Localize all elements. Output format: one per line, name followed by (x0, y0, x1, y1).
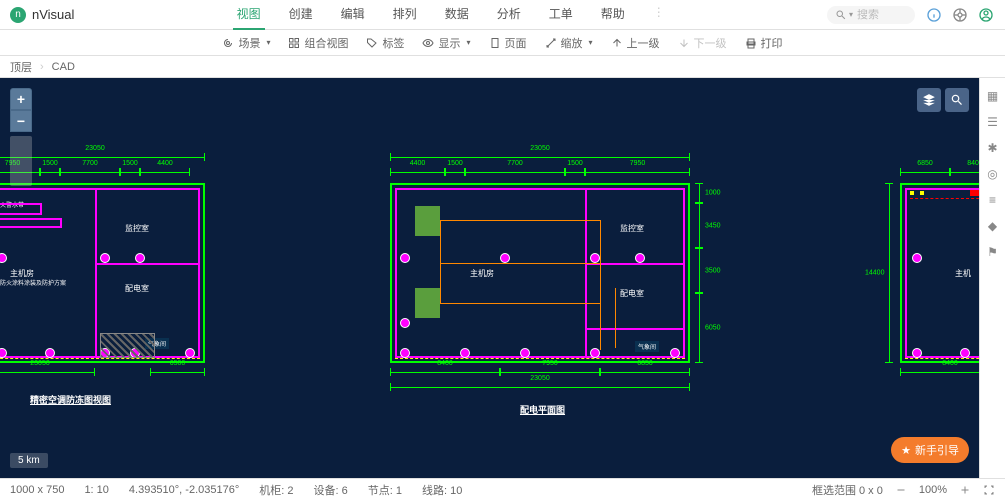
status-coords: 4.393510°, -2.035176° (129, 484, 239, 496)
tab-view[interactable]: 视图 (233, 0, 265, 30)
tool-composite[interactable]: 组合视图 (288, 35, 348, 51)
rail-list-icon[interactable]: ☰ (985, 114, 1001, 130)
tab-analyze[interactable]: 分析 (493, 0, 525, 30)
tool-tag[interactable]: 标签 (366, 35, 404, 51)
tool-page[interactable]: 页面 (489, 35, 527, 51)
tab-data[interactable]: 数据 (441, 0, 473, 30)
search-icon (835, 9, 847, 21)
zoom-out-button[interactable]: − (10, 110, 32, 132)
status-ratio: 1: 10 (84, 484, 108, 496)
scale-bar: 5 km (10, 453, 48, 468)
tool-display[interactable]: 显示▾ (422, 35, 470, 51)
breadcrumb-sep: › (40, 61, 44, 73)
tab-workorder[interactable]: 工单 (545, 0, 577, 30)
canvas[interactable]: + − 23050 7950 1500 7700 1500 4400 主机房 防… (0, 78, 979, 478)
logo-icon: n (10, 7, 26, 23)
star-icon: ★ (901, 444, 911, 457)
floor-plan-1: 23050 7950 1500 7700 1500 4400 主机房 防火涂料涂… (0, 158, 210, 418)
tab-arrange[interactable]: 排列 (389, 0, 421, 30)
support-icon[interactable] (951, 6, 969, 24)
search-input[interactable] (857, 9, 907, 21)
floor-plan-2: 23050 4400 1500 7700 1500 7950 主机房 监控室 配… (370, 158, 710, 418)
info-icon[interactable] (925, 6, 943, 24)
rail-flag-icon[interactable]: ⚑ (985, 244, 1001, 260)
rail-grid-icon[interactable]: ▦ (985, 88, 1001, 104)
breadcrumb-root[interactable]: 顶层 (10, 59, 32, 75)
status-dimensions: 1000 x 750 (10, 484, 64, 496)
tool-scene[interactable]: 场景▾ (222, 35, 270, 51)
guide-button[interactable]: ★ 新手引导 (891, 437, 969, 463)
zoom-in-button[interactable]: + (10, 88, 32, 110)
status-cabinets: 机柜: 2 (259, 482, 293, 498)
tab-create[interactable]: 创建 (285, 0, 317, 30)
tab-help[interactable]: 帮助 (597, 0, 629, 30)
tool-up-level[interactable]: 上一级 (611, 35, 660, 51)
rail-pin-icon[interactable]: ◆ (985, 218, 1001, 234)
right-rail: ▦ ☰ ✱ ◎ ≡ ◆ ⚑ (979, 78, 1005, 478)
rail-net-icon[interactable]: ✱ (985, 140, 1001, 156)
status-devices: 设备: 6 (314, 482, 348, 498)
app-logo: n nVisual (10, 7, 74, 23)
rail-target-icon[interactable]: ◎ (985, 166, 1001, 182)
status-lines: 线路: 10 (422, 482, 462, 498)
search-box[interactable]: ▾ (827, 6, 915, 24)
search-canvas-button[interactable] (945, 88, 969, 112)
tool-down-level: 下一级 (678, 35, 727, 51)
status-nodes: 节点: 1 (368, 482, 402, 498)
rail-stack-icon[interactable]: ≡ (985, 192, 1001, 208)
search-dropdown-icon[interactable]: ▾ (849, 10, 853, 19)
nav-tabs: 视图 创建 编辑 排列 数据 分析 工单 帮助 ⋮ (74, 0, 827, 30)
user-icon[interactable] (977, 6, 995, 24)
status-fullscreen-icon[interactable] (983, 484, 995, 496)
status-plus-icon[interactable] (959, 484, 971, 496)
floor-plan-3: 6850 8400 14400 主机 8400 (900, 158, 979, 418)
breadcrumb-cad[interactable]: CAD (52, 61, 75, 73)
layers-button[interactable] (917, 88, 941, 112)
status-minus-icon[interactable] (895, 484, 907, 496)
tab-edit[interactable]: 编辑 (337, 0, 369, 30)
zoom-slider[interactable] (10, 136, 32, 186)
tool-print[interactable]: 打印 (745, 35, 783, 51)
app-name: nVisual (32, 7, 74, 22)
status-zoom[interactable]: 100% (919, 484, 947, 496)
tool-zoom[interactable]: 缩放▾ (545, 35, 593, 51)
tab-more[interactable]: ⋮ (649, 0, 669, 30)
status-selection: 框选范围 0 x 0 (812, 482, 883, 498)
